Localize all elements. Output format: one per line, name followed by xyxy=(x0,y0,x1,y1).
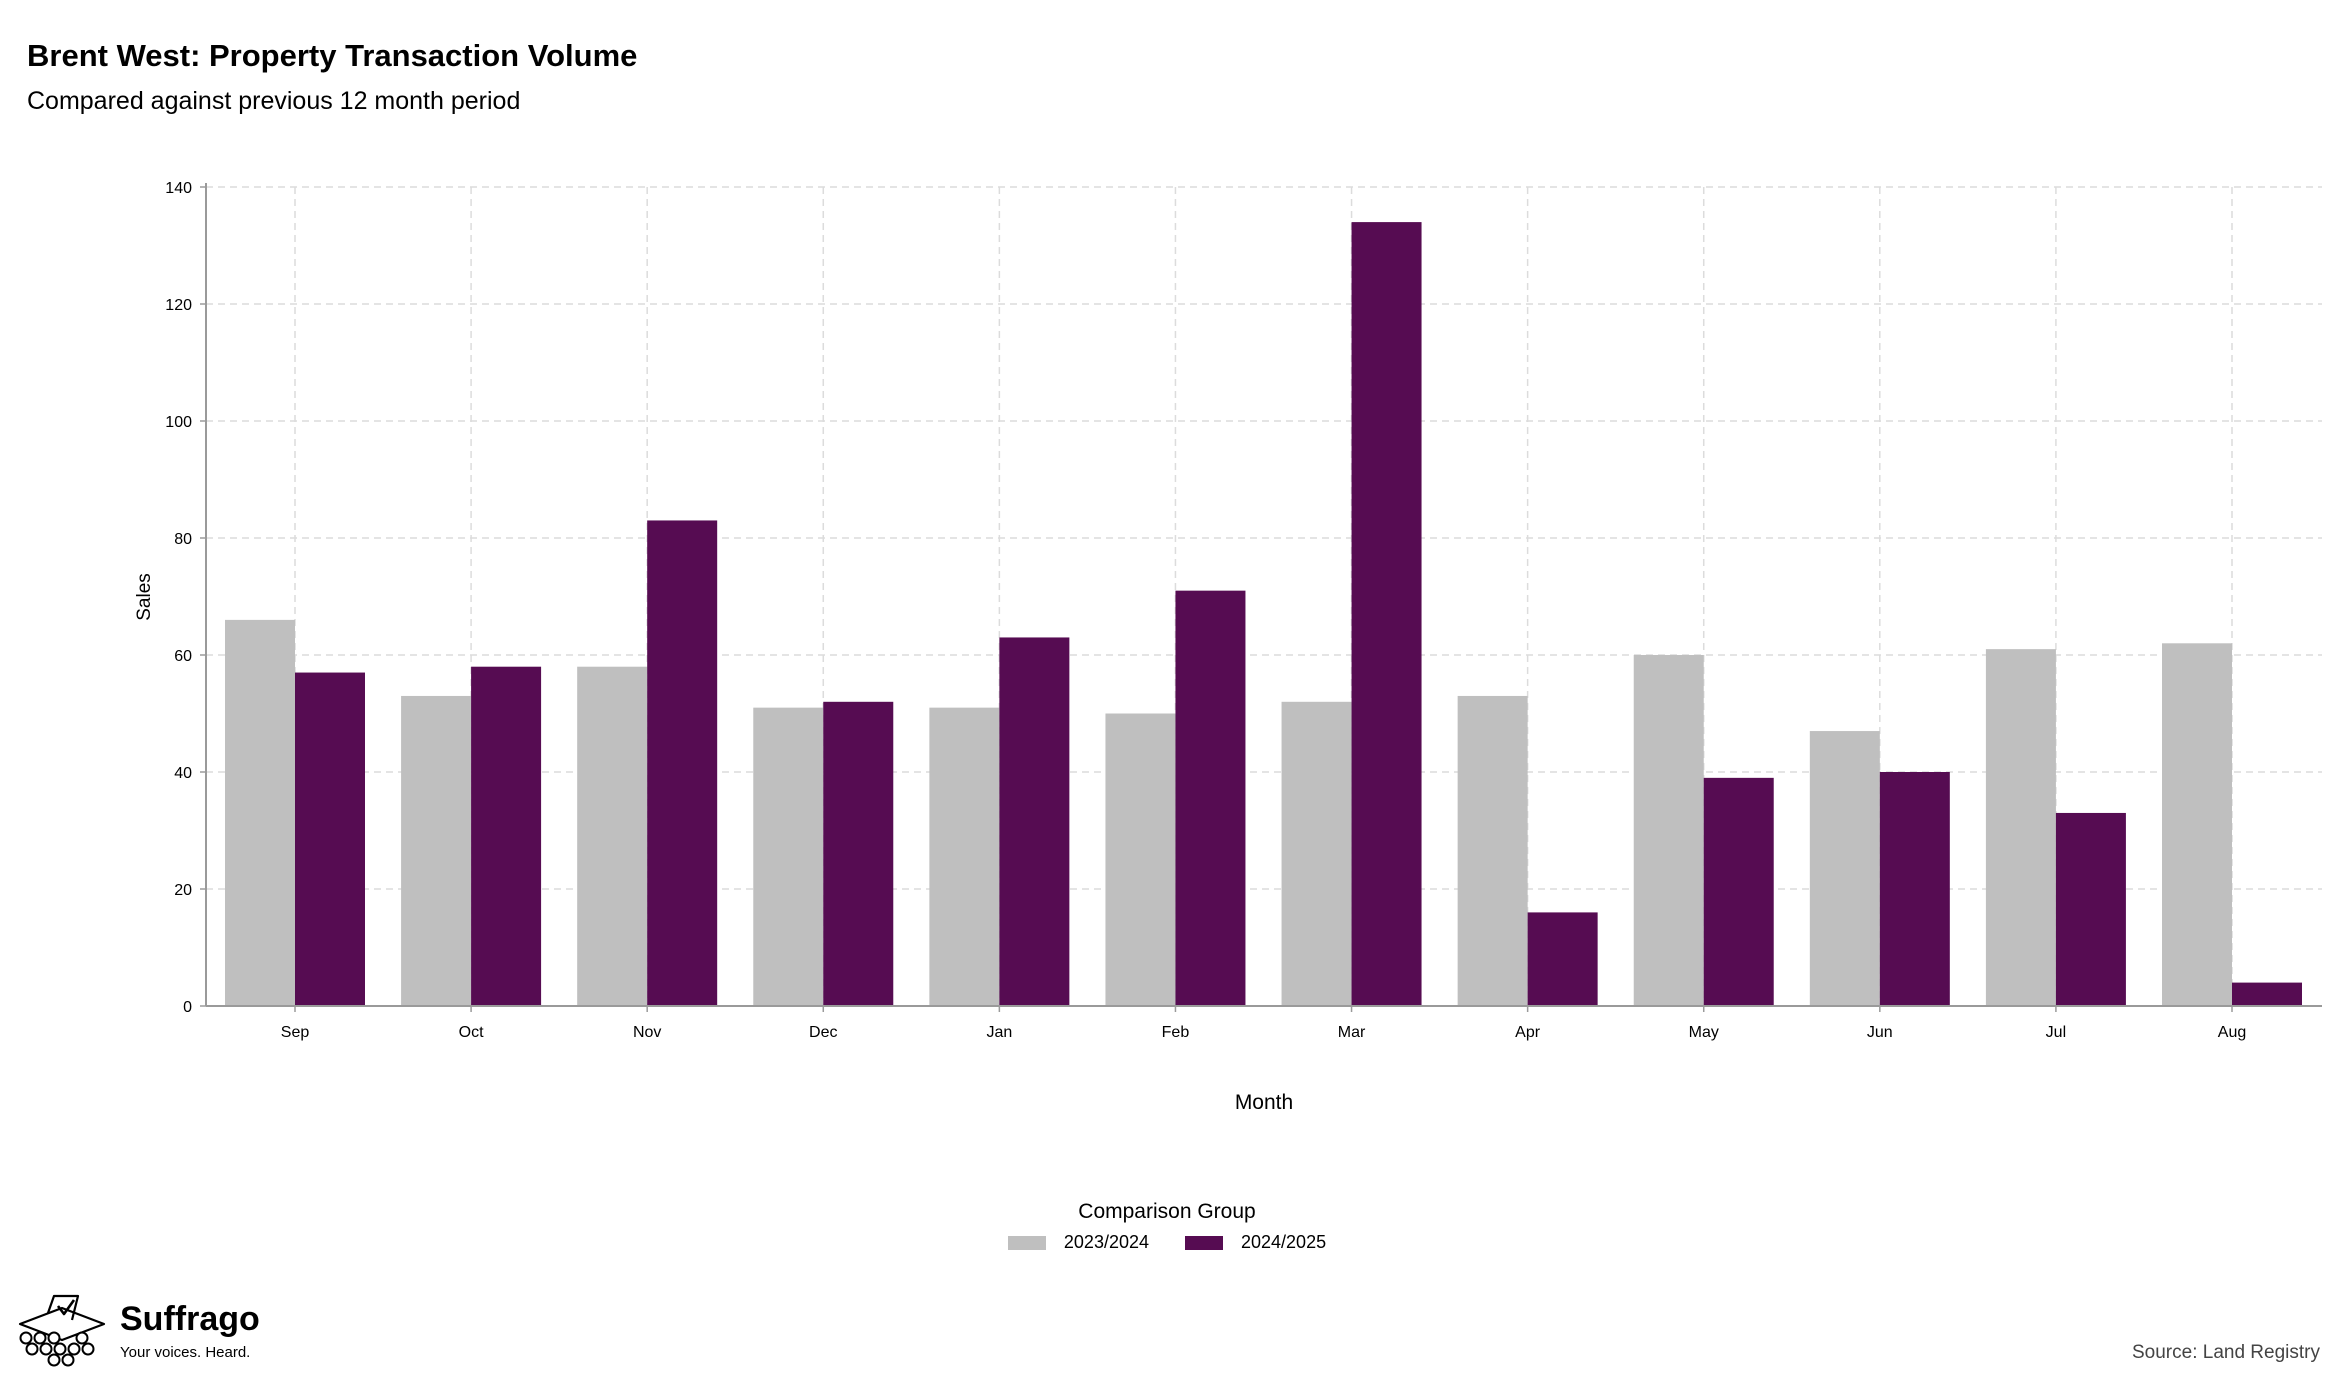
x-tick-label: Jun xyxy=(1867,1024,1893,1041)
bar-2024-2025-apr xyxy=(1527,912,1598,1006)
bar-2023-2024-feb xyxy=(1105,713,1176,1006)
grid-lines xyxy=(206,186,2322,1007)
bar-2024-2025-may xyxy=(1703,777,1774,1006)
bar-2024-2025-dec xyxy=(823,701,894,1006)
bar-2023-2024-oct xyxy=(401,695,472,1006)
bar-2023-2024-dec xyxy=(753,707,824,1006)
bar-2024-2025-aug xyxy=(2232,982,2302,1006)
bar-2023-2024-apr xyxy=(1457,695,1528,1006)
bar-2023-2024-nov xyxy=(577,666,648,1006)
x-tick-label: Apr xyxy=(1515,1024,1541,1041)
legend-title: Comparison Group xyxy=(1078,1200,1256,1223)
legend-item-2024: 2024/2025 xyxy=(1185,1232,1326,1253)
x-tick-label: Mar xyxy=(1338,1024,1366,1041)
y-tick-label: 60 xyxy=(174,648,192,665)
legend-swatch-2024 xyxy=(1185,1235,1223,1250)
y-tick-label: 120 xyxy=(165,297,192,314)
brand-logo: Suffrago Your voices. Heard. xyxy=(14,1294,260,1372)
x-axis-title: Month xyxy=(1235,1091,1293,1114)
brand-text: Suffrago Your voices. Heard. xyxy=(120,1294,260,1361)
chart-title: Brent West: Property Transaction Volume xyxy=(27,38,638,73)
y-tick-label: 0 xyxy=(183,999,192,1016)
legend-item-2023: 2023/2024 xyxy=(1007,1232,1149,1253)
axis-labels: 0 20 40 60 80 100 120 140 Sep Oct Nov Dec Jan Feb Mar A… xyxy=(134,180,2246,1114)
bar-2023-2024-sep xyxy=(225,619,295,1006)
chart-subtitle: Compared against previous 12 month perio… xyxy=(27,87,521,115)
bar-2023-2024-may xyxy=(1633,655,1704,1006)
bar-chart: 0 20 40 60 80 100 120 140 Sep Oct Nov Dec Jan Feb Mar A… xyxy=(134,180,2322,1114)
legend-swatch-2023 xyxy=(1007,1235,1046,1250)
y-tick-label: 140 xyxy=(165,180,192,197)
brand-name: Suffrago xyxy=(120,1300,260,1338)
x-tick-label: Nov xyxy=(633,1024,661,1041)
bar-2023-2024-jan xyxy=(929,707,1000,1006)
ballot-box-icon xyxy=(18,1294,106,1367)
source-note: Source: Land Registry xyxy=(2132,1342,2320,1363)
x-tick-label: Jul xyxy=(2046,1024,2066,1041)
x-tick-label: Jan xyxy=(986,1024,1012,1041)
bar-2024-2025-jun xyxy=(1879,772,1950,1006)
bar-2023-2024-jun xyxy=(1809,731,1880,1006)
x-tick-label: May xyxy=(1689,1024,1719,1041)
x-tick-label: Oct xyxy=(459,1024,484,1041)
y-axis-title: Sales xyxy=(134,573,155,621)
x-tick-label: Dec xyxy=(809,1024,837,1041)
legend-items: 2023/2024 2024/2025 xyxy=(1007,1232,1326,1253)
bar-2023-2024-mar xyxy=(1281,701,1352,1006)
axes xyxy=(200,183,2322,1012)
x-tick-label: Feb xyxy=(1162,1024,1190,1041)
bar-2024-2025-jan xyxy=(999,637,1070,1006)
bar-2024-2025-jul xyxy=(2055,812,2126,1006)
x-tick-label: Aug xyxy=(2218,1024,2246,1041)
y-tick-label: 80 xyxy=(174,531,192,548)
y-tick-label: 20 xyxy=(174,882,192,899)
legend-label-2023: 2023/2024 xyxy=(1063,1232,1149,1252)
bar-2023-2024-aug xyxy=(2162,643,2232,1006)
bar-2024-2025-feb xyxy=(1175,590,1246,1006)
bar-2024-2025-oct xyxy=(471,666,542,1006)
x-tick-label: Sep xyxy=(281,1024,310,1041)
y-tick-label: 40 xyxy=(174,765,192,782)
bar-2024-2025-mar xyxy=(1351,222,1422,1007)
bar-2024-2025-nov xyxy=(647,520,718,1006)
legend: Comparison Group 2023/2024 2024/2025 xyxy=(0,1200,2334,1255)
bars xyxy=(225,222,2302,1007)
legend-label-2024: 2024/2025 xyxy=(1241,1232,1327,1252)
brand-tagline: Your voices. Heard. xyxy=(120,1344,251,1361)
bar-2024-2025-sep xyxy=(295,672,365,1006)
y-tick-label: 100 xyxy=(165,414,192,431)
bar-2023-2024-jul xyxy=(1985,649,2056,1006)
